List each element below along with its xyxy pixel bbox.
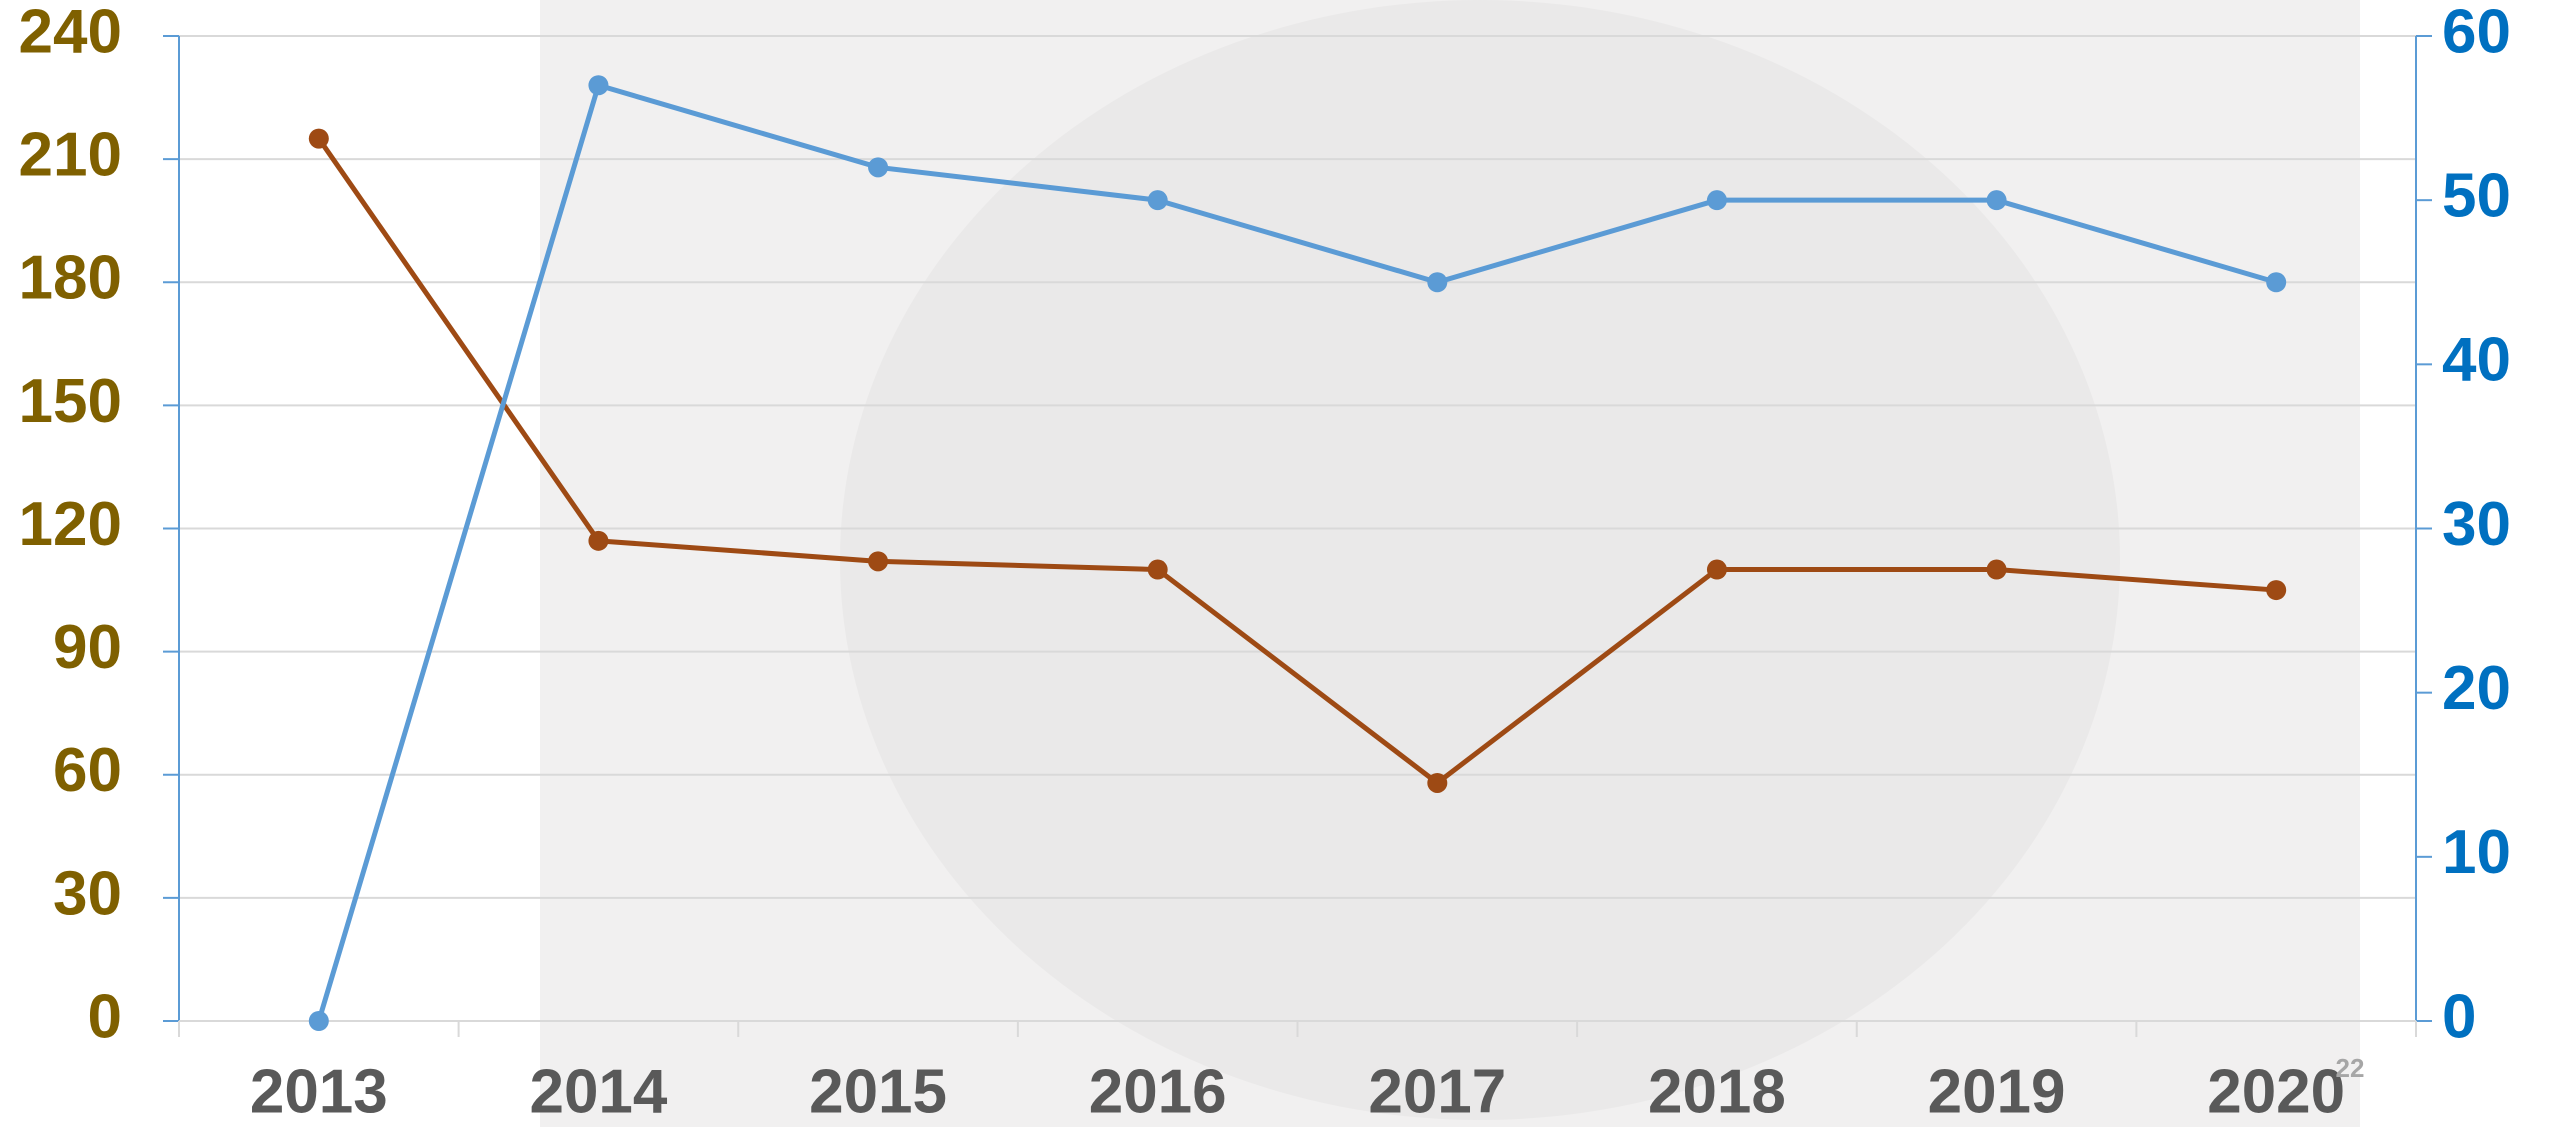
x-tick-label: 2019 bbox=[1928, 1057, 2066, 1126]
y2-tick-label: 50 bbox=[2442, 162, 2511, 231]
y2-tick-label: 40 bbox=[2442, 326, 2511, 395]
y-tick-label: 60 bbox=[53, 736, 122, 805]
marker bbox=[1986, 190, 2007, 211]
marker bbox=[1986, 559, 2007, 580]
background-image bbox=[840, 0, 2120, 1120]
y2-tick-label: 0 bbox=[2442, 982, 2476, 1051]
marker bbox=[1427, 772, 1448, 793]
marker bbox=[1147, 559, 1168, 580]
y2-tick-label: 10 bbox=[2442, 818, 2511, 887]
page-number: 22 bbox=[2336, 1053, 2365, 1083]
y-tick-label: 240 bbox=[19, 0, 122, 66]
marker bbox=[308, 1011, 329, 1031]
marker bbox=[1427, 272, 1448, 293]
marker bbox=[1147, 190, 1168, 211]
x-tick-label: 2016 bbox=[1089, 1057, 1227, 1126]
marker bbox=[588, 75, 609, 96]
x-tick-label: 2014 bbox=[529, 1057, 667, 1126]
y-tick-label: 0 bbox=[88, 982, 122, 1051]
y2-tick-label: 30 bbox=[2442, 490, 2511, 559]
marker bbox=[308, 128, 329, 149]
x-tick-label: 2018 bbox=[1648, 1057, 1786, 1126]
x-tick-label: 2013 bbox=[250, 1057, 388, 1126]
marker bbox=[868, 157, 889, 178]
x-tick-label: 2017 bbox=[1368, 1057, 1506, 1126]
y2-tick-label: 60 bbox=[2442, 0, 2511, 66]
marker bbox=[2266, 580, 2287, 601]
marker bbox=[1706, 559, 1727, 580]
marker bbox=[868, 551, 889, 572]
marker bbox=[588, 530, 609, 551]
y2-tick-label: 20 bbox=[2442, 654, 2511, 723]
marker bbox=[2266, 272, 2287, 293]
line bbox=[316, 82, 2277, 1022]
y-tick-label: 120 bbox=[19, 490, 122, 559]
x-tick-label: 2015 bbox=[809, 1057, 947, 1126]
x-tick-label: 2020 bbox=[2207, 1057, 2345, 1126]
line bbox=[316, 137, 2277, 787]
y-tick-label: 210 bbox=[19, 121, 122, 190]
y-tick-label: 180 bbox=[19, 244, 122, 313]
y-tick-label: 150 bbox=[19, 367, 122, 436]
y-tick-label: 30 bbox=[53, 859, 122, 928]
y-tick-label: 90 bbox=[53, 613, 122, 682]
marker bbox=[1706, 190, 1727, 211]
